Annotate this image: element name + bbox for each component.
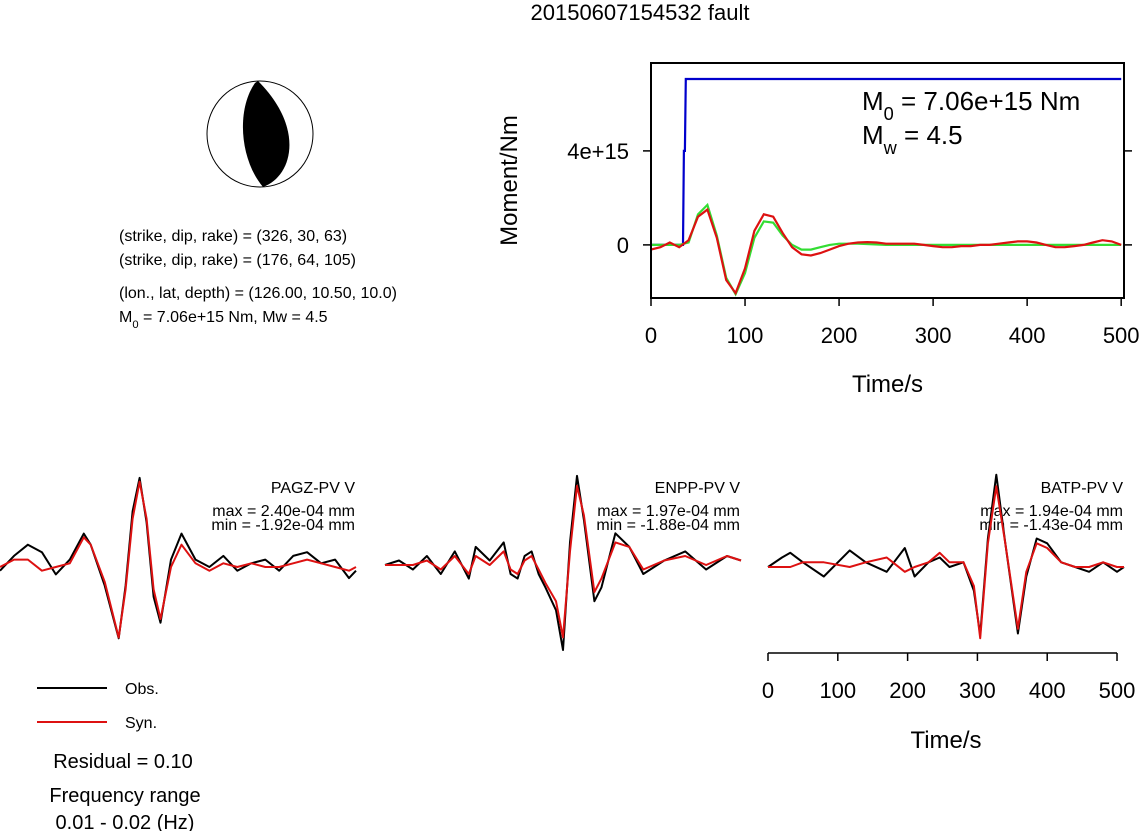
- moment-line: [651, 202, 1122, 297]
- x-tick-label: 200: [821, 323, 858, 348]
- station-label: ENPP-PV V: [655, 480, 741, 497]
- moment-annotation: M0 = 7.06e+15 Nm: [862, 86, 1080, 124]
- info-line: (strike, dip, rake) = (176, 64, 105): [119, 252, 356, 269]
- max-label: max = 1.97e-04 mm: [597, 503, 740, 520]
- beachball: [206, 80, 314, 188]
- waveform-line: [0, 480, 357, 639]
- y-axis-label: Moment/Nm: [496, 115, 523, 246]
- waveform-line: [767, 473, 1125, 636]
- x-axis-label: Time/s: [852, 371, 923, 398]
- info-line-part: 0: [132, 319, 138, 331]
- x-tick-label: 300: [915, 323, 952, 348]
- x-tick-label: 500: [1103, 323, 1139, 348]
- info-line-part: M: [119, 309, 132, 326]
- info-line-part: (strike, dip, rake) = (326, 30, 63): [119, 228, 347, 245]
- x-tick-label: 400: [1009, 323, 1046, 348]
- moment-annotation-part: M: [862, 86, 884, 116]
- x-tick-label: 400: [1029, 678, 1066, 703]
- station-label: BATP-PV V: [1041, 480, 1124, 497]
- magnitude-annotation-part: w: [883, 138, 898, 158]
- min-label: min = -1.88e-04 mm: [596, 517, 740, 534]
- x-tick-label: 0: [645, 323, 657, 348]
- figure-title: 20150607154532 fault: [531, 0, 750, 25]
- info-line-part: = 7.06e+15 Nm, Mw = 4.5: [139, 309, 328, 326]
- frequency-range: 0.01 - 0.02 (Hz): [56, 812, 195, 831]
- magnitude-annotation-part: = 4.5: [897, 120, 963, 150]
- max-label: max = 2.40e-04 mm: [212, 503, 355, 520]
- min-label: min = -1.43e-04 mm: [979, 517, 1123, 534]
- y-tick-label: 4e+15: [567, 139, 629, 164]
- info-line: (lon., lat, depth) = (126.00, 10.50, 10.…: [119, 285, 397, 302]
- legend-label: Syn.: [125, 715, 157, 732]
- magnitude-annotation: Mw = 4.5: [862, 120, 963, 158]
- residual: Residual = 0.10: [53, 751, 193, 773]
- waveform-line: [768, 485, 1124, 640]
- legend-label: Obs.: [125, 681, 159, 698]
- x-tick-label: 0: [762, 678, 774, 703]
- moment-annotation-part: 0: [884, 104, 894, 124]
- max-label: max = 1.94e-04 mm: [980, 503, 1123, 520]
- beachball-compression: [242, 81, 290, 187]
- x-tick-label: 300: [959, 678, 996, 703]
- station-label: PAGZ-PV V: [271, 480, 355, 497]
- x-axis-label: Time/s: [910, 727, 981, 754]
- magnitude-annotation-part: M: [862, 120, 884, 150]
- x-tick-label: 200: [889, 678, 926, 703]
- moment-line: [650, 207, 1122, 296]
- frequency-title: Frequency range: [49, 785, 200, 807]
- info-line: (strike, dip, rake) = (326, 30, 63): [119, 228, 347, 245]
- x-tick-label: 100: [727, 323, 764, 348]
- moment-annotation-part: = 7.06e+15 Nm: [894, 86, 1080, 116]
- x-tick-label: 100: [819, 678, 856, 703]
- y-tick-label: 0: [617, 233, 629, 258]
- plot-frame: [650, 62, 1125, 299]
- info-line-part: (strike, dip, rake) = (176, 64, 105): [119, 252, 356, 269]
- info-line: M0 = 7.06e+15 Nm, Mw = 4.5: [119, 309, 328, 331]
- min-label: min = -1.92e-04 mm: [211, 517, 355, 534]
- waveform-line: [0, 476, 357, 640]
- waveform-line: [384, 474, 742, 651]
- info-line-part: (lon., lat, depth) = (126.00, 10.50, 10.…: [119, 285, 397, 302]
- waveform-line: [385, 484, 742, 639]
- x-tick-label: 500: [1099, 678, 1136, 703]
